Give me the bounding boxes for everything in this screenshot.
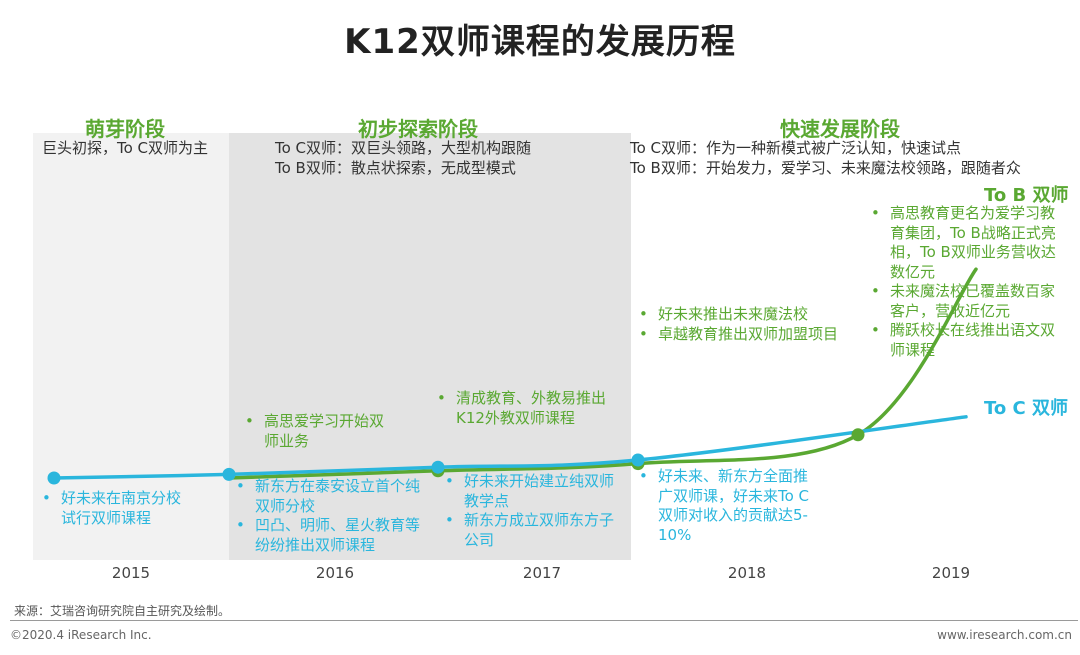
- annotation-tob-2019: 高思教育更名为爱学习教育集团，To B战略正式亮相，To B双师业务营收达数亿元…: [871, 204, 1067, 360]
- footer-copyright: ©2020.4 iResearch Inc.: [10, 628, 152, 642]
- annotation-item: 卓越教育推出双师加盟项目: [639, 325, 839, 345]
- footer-website: www.iresearch.com.cn: [937, 628, 1072, 642]
- phase-desc-rapid-tob: To B双师：开始发力，爱学习、未来魔法校领路，跟随者众: [630, 159, 1021, 177]
- toc-point-marker: [431, 460, 445, 474]
- annotation-item: 未来魔法校已覆盖数百家客户，营收近亿元: [871, 282, 1067, 321]
- annotation-item: 新东方在泰安设立首个纯双师分校: [236, 477, 422, 516]
- page-title: K12双师课程的发展历程: [344, 22, 736, 62]
- annotation-tob-2016: 高思爱学习开始双师业务: [245, 412, 385, 451]
- annotation-tob-2018: 好未来推出未来魔法校 卓越教育推出双师加盟项目: [639, 305, 839, 344]
- annotation-item: 好未来、新东方全面推广双师课，好未来To C双师对收入的贡献达5-10%: [639, 467, 821, 545]
- x-tick-label: 2018: [727, 564, 767, 582]
- annotation-tob-2017: 清成教育、外教易推出K12外教双师课程: [437, 389, 622, 428]
- series-markers: [47, 428, 865, 485]
- annotation-toc-2018: 好未来、新东方全面推广双师课，好未来To C双师对收入的贡献达5-10%: [639, 467, 821, 545]
- annotation-item: 清成教育、外教易推出K12外教双师课程: [437, 389, 622, 428]
- annotation-item: 好未来推出未来魔法校: [639, 305, 839, 325]
- x-tick-label: 2015: [111, 564, 151, 582]
- series-line-toc: [52, 415, 968, 480]
- x-tick-label: 2019: [931, 564, 971, 582]
- annotation-item: 凹凸、明师、星火教育等纷纷推出双师课程: [236, 516, 422, 555]
- phase-title-rapid: 快速发展阶段: [780, 117, 900, 141]
- annotation-item: 腾跃校长在线推出语文双师课程: [871, 321, 1067, 360]
- phase-title-sprout: 萌芽阶段: [85, 117, 165, 141]
- annotation-toc-2015: 好未来在南京分校试行双师课程: [42, 489, 182, 528]
- phase-desc-sprout: 巨头初探，To C双师为主: [42, 139, 209, 157]
- annotation-item: 高思教育更名为爱学习教育集团，To B战略正式亮相，To B双师业务营收达数亿元: [871, 204, 1067, 282]
- annotation-toc-2016: 新东方在泰安设立首个纯双师分校 凹凸、明师、星火教育等纷纷推出双师课程: [236, 477, 422, 555]
- x-tick-label: 2016: [315, 564, 355, 582]
- toc-point-marker: [47, 471, 61, 485]
- tob-point-marker: [851, 428, 865, 442]
- toc-point-marker: [222, 467, 236, 481]
- divider: [10, 620, 1078, 621]
- phase-desc-explore-toc: To C双师：双巨头领路，大型机构跟随: [275, 139, 532, 157]
- annotation-item: 高思爱学习开始双师业务: [245, 412, 385, 451]
- series-label-toc: To C 双师: [984, 398, 1068, 419]
- phase-desc-rapid-toc: To C双师：作为一种新模式被广泛认知，快速试点: [630, 139, 962, 157]
- source-note: 来源：艾瑞咨询研究院自主研究及绘制。: [14, 604, 231, 618]
- phase-title-explore: 初步探索阶段: [358, 117, 478, 141]
- x-tick-label: 2017: [522, 564, 562, 582]
- annotation-toc-2017: 好未来开始建立纯双师教学点 新东方成立双师东方子公司: [445, 472, 625, 550]
- annotation-item: 好未来开始建立纯双师教学点: [445, 472, 625, 511]
- series-label-tob: To B 双师: [984, 185, 1069, 206]
- annotation-item: 好未来在南京分校试行双师课程: [42, 489, 182, 528]
- annotation-item: 新东方成立双师东方子公司: [445, 511, 625, 550]
- toc-point-marker: [631, 453, 645, 467]
- phase-desc-explore-tob: To B双师：散点状探索，无成型模式: [275, 159, 516, 177]
